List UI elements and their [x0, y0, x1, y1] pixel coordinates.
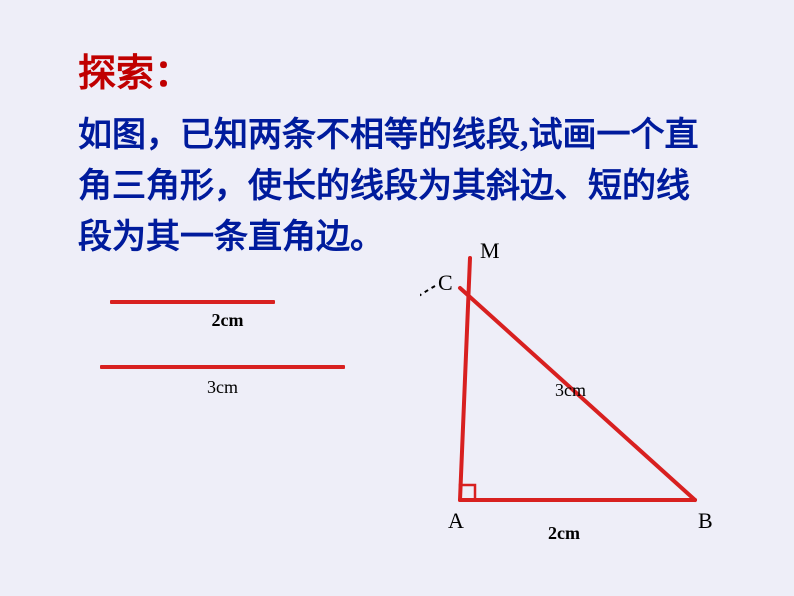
segment-short-line [110, 300, 275, 304]
segment-long-label: 3cm [100, 377, 345, 398]
triangle-diagram: M C A B 2cm 3cm [420, 240, 750, 550]
segment-long-line [100, 365, 345, 369]
segment-short: 2cm [110, 300, 345, 331]
edge-label-AB: 2cm [548, 523, 580, 544]
reference-segments: 2cm 3cm [110, 300, 345, 398]
point-label-A: A [448, 508, 464, 534]
point-label-C: C [438, 270, 453, 296]
point-label-M: M [480, 238, 500, 264]
section-title: 探索： [78, 42, 192, 97]
point-label-B: B [698, 508, 713, 534]
edge-label-BC: 3cm [555, 380, 586, 401]
segment-short-label: 2cm [110, 310, 345, 331]
segment-long: 3cm [100, 365, 345, 398]
